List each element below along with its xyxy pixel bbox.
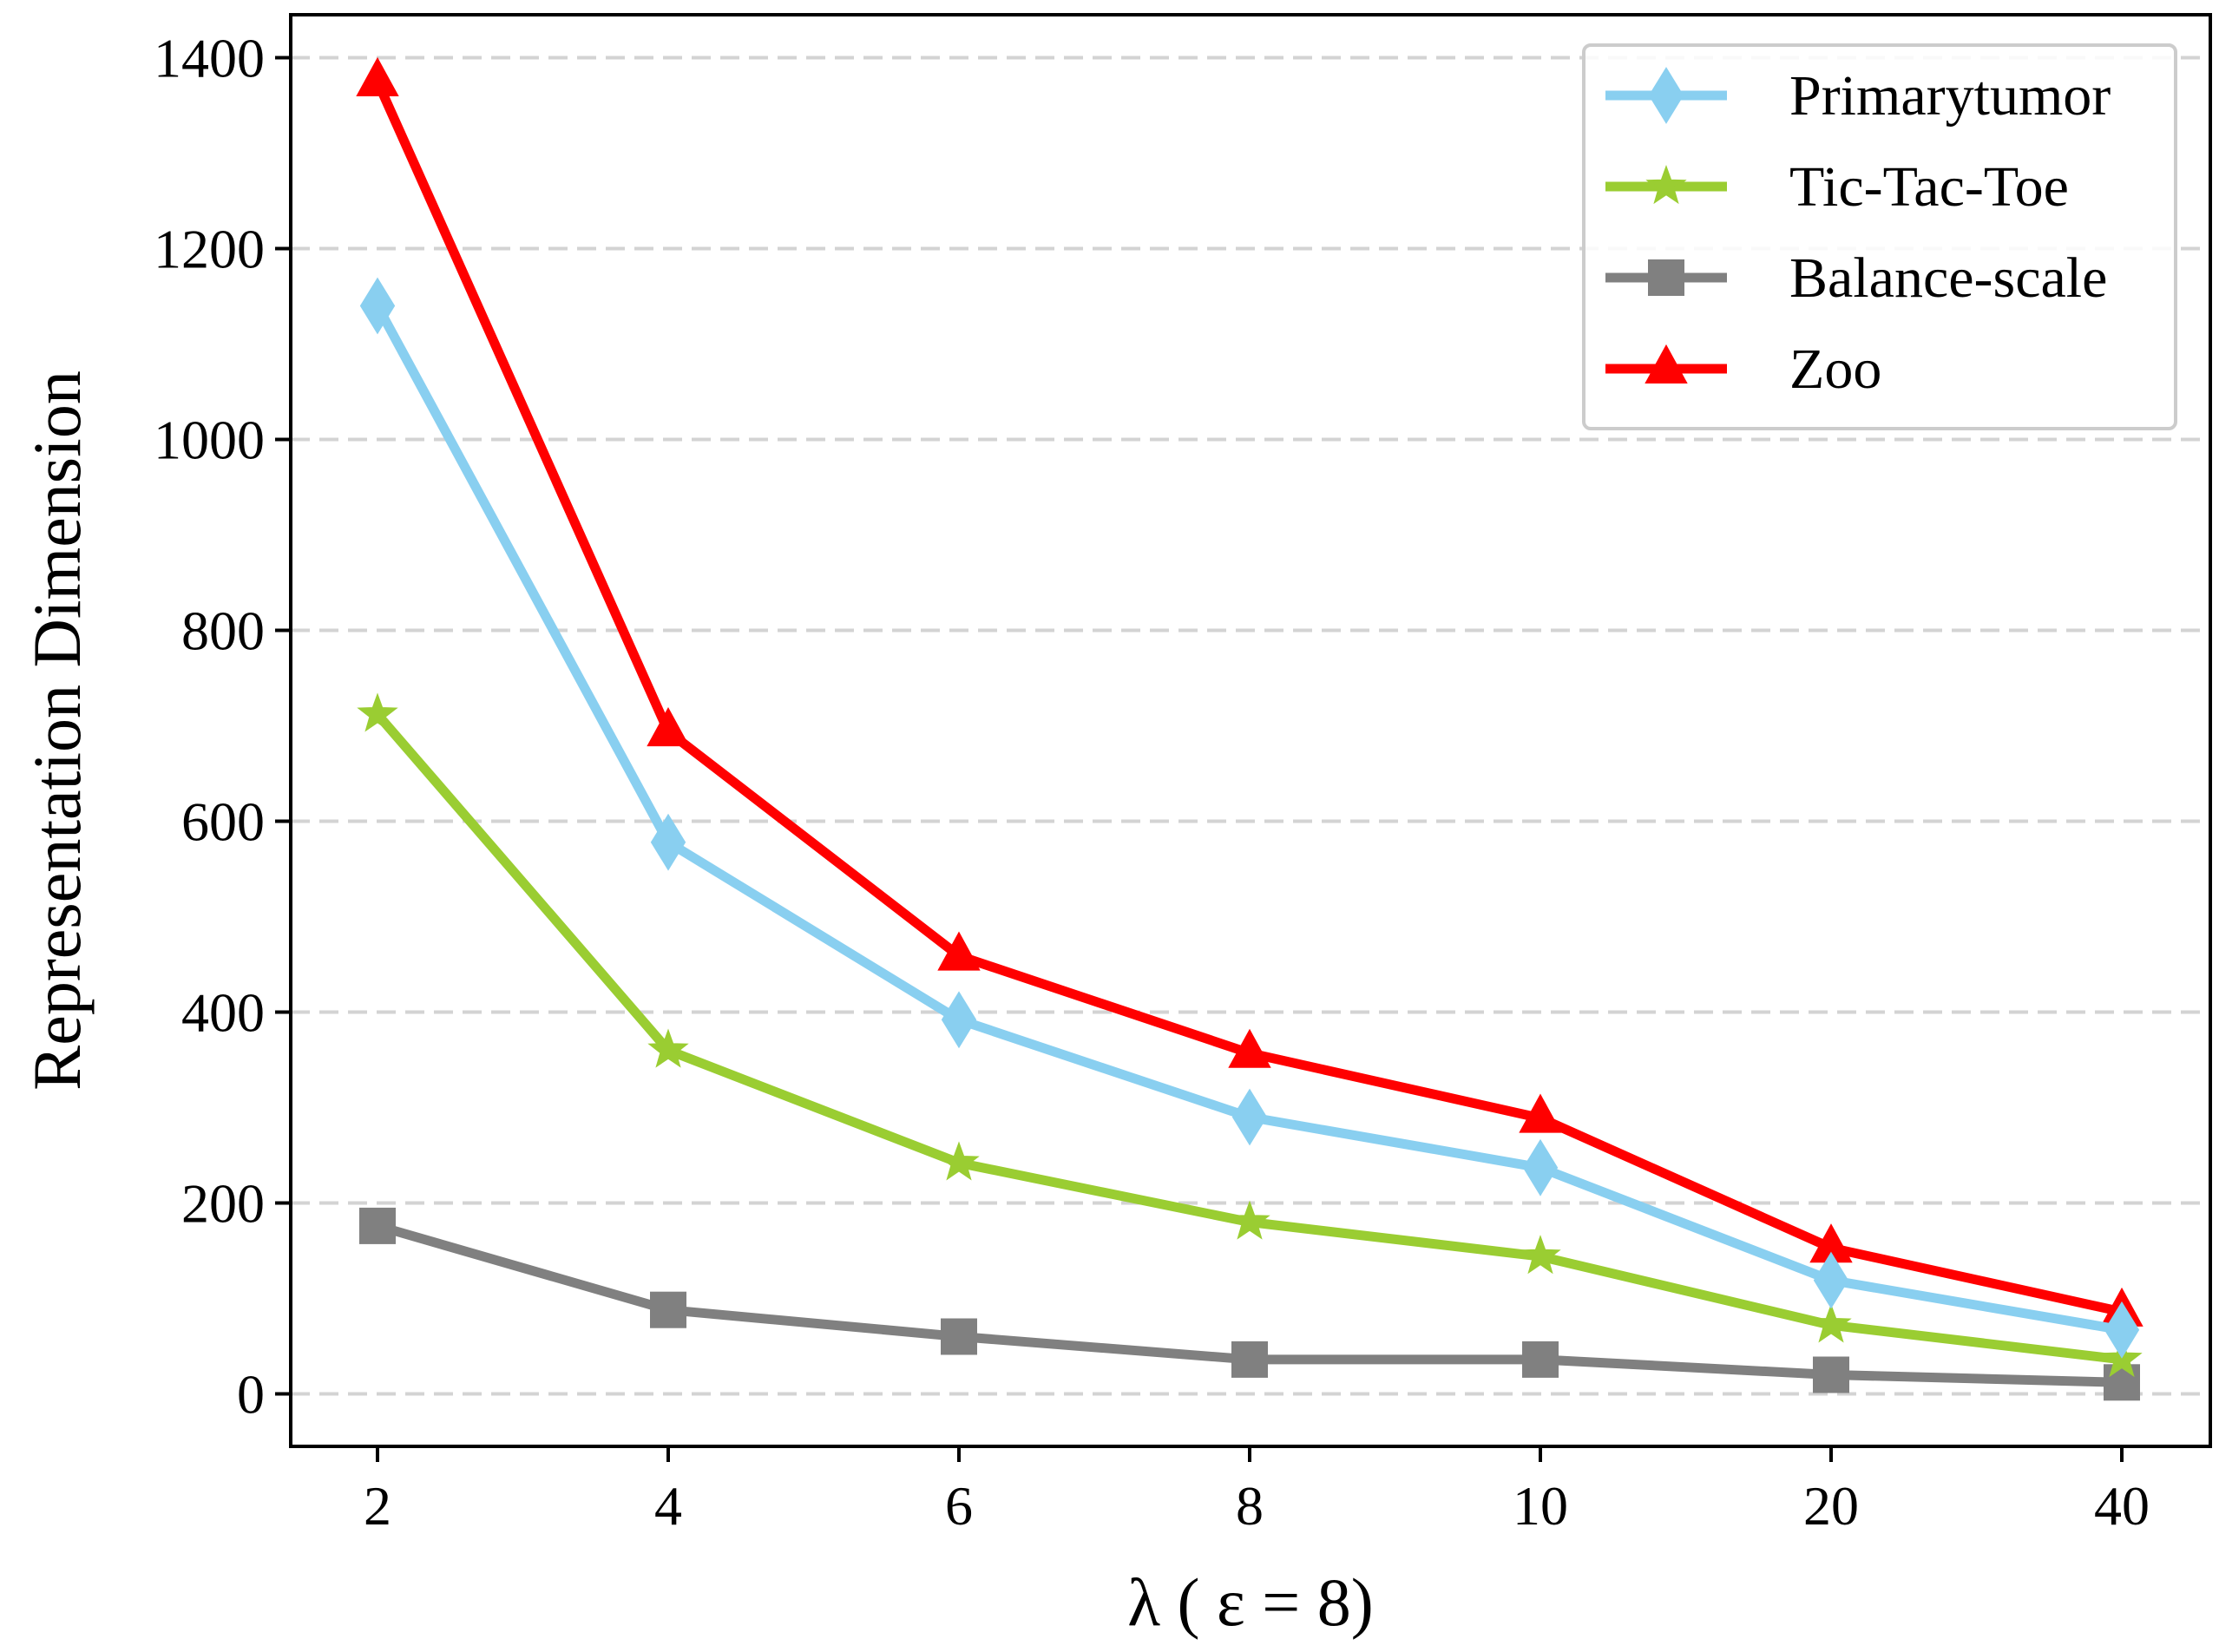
legend-item: Zoo — [1605, 338, 1881, 401]
series-balance-scale — [359, 1207, 2140, 1401]
data-point-triangle — [937, 931, 981, 971]
x-axis-title: λ ( ε = 8) — [1127, 1564, 1374, 1640]
y-tick-label: 200 — [181, 1173, 265, 1235]
data-point-star — [1810, 1303, 1852, 1343]
x-tick-label: 40 — [2094, 1475, 2150, 1537]
data-point-diamond — [359, 277, 396, 335]
data-point-star — [357, 692, 398, 732]
data-point-star — [1520, 1235, 1561, 1275]
data-point-diamond — [1231, 1088, 1268, 1146]
legend-item: Tic-Tac-Toe — [1605, 155, 2069, 219]
y-axis-title: Representation Dimension — [19, 370, 95, 1091]
x-tick-label: 4 — [654, 1475, 682, 1537]
legend-item: Balance-scale — [1605, 246, 2107, 310]
y-tick-label: 1400 — [154, 28, 265, 89]
data-point-diamond — [1522, 1138, 1559, 1196]
data-point-square — [941, 1318, 977, 1355]
data-point-diamond — [2104, 1301, 2140, 1359]
y-tick-label: 400 — [181, 982, 265, 1044]
legend-label: Tic-Tac-Toe — [1789, 155, 2069, 219]
data-point-diamond — [941, 991, 977, 1049]
x-tick-label: 6 — [945, 1475, 973, 1537]
series-lines — [356, 56, 2144, 1401]
x-tick-label: 2 — [364, 1475, 391, 1537]
data-point-star — [1229, 1200, 1270, 1240]
data-point-triangle — [356, 56, 399, 96]
data-point-square — [1522, 1341, 1559, 1378]
axes: 0 200 400 600 800 1000 1200 1400 2 4 6 8 10 20 40 — [154, 28, 2150, 1537]
legend-label: Primarytumor — [1789, 64, 2111, 128]
legend-marker-square — [1648, 259, 1684, 296]
legend-marker-diamond — [1648, 67, 1684, 124]
y-tick-label: 800 — [181, 600, 265, 662]
series-primarytumor — [359, 277, 2140, 1359]
x-tick-label: 20 — [1803, 1475, 1859, 1537]
data-point-triangle — [1519, 1093, 1562, 1133]
legend-item: Primarytumor — [1605, 64, 2111, 128]
x-tick-label: 8 — [1236, 1475, 1264, 1537]
legend-label: Zoo — [1789, 338, 1881, 401]
data-point-star — [647, 1028, 689, 1068]
y-tick-label: 1000 — [154, 410, 265, 471]
data-point-square — [2104, 1364, 2140, 1401]
data-point-square — [1231, 1341, 1268, 1378]
legend-marker-star — [1645, 165, 1687, 205]
y-tick-label: 600 — [181, 791, 265, 853]
data-point-triangle — [647, 707, 690, 747]
data-point-diamond — [650, 813, 686, 871]
legend-marker-triangle — [1645, 344, 1688, 384]
x-tick-label: 10 — [1513, 1475, 1568, 1537]
series-tic-tac-toe — [357, 692, 2143, 1378]
data-point-diamond — [1813, 1251, 1849, 1309]
series-zoo — [356, 56, 2144, 1327]
data-point-square — [650, 1291, 686, 1328]
y-tick-label: 0 — [237, 1364, 265, 1426]
data-point-star — [938, 1141, 980, 1181]
series-line — [372, 301, 2127, 1335]
legend: Primarytumor Tic-Tac-Toe Balance-scale Zoo — [1582, 43, 2177, 430]
data-point-square — [359, 1207, 396, 1244]
data-point-triangle — [1228, 1028, 1271, 1068]
data-point-square — [1813, 1356, 1849, 1393]
legend-label: Balance-scale — [1789, 246, 2107, 310]
legend-box — [1582, 43, 2177, 430]
y-tick-label: 1200 — [154, 219, 265, 280]
